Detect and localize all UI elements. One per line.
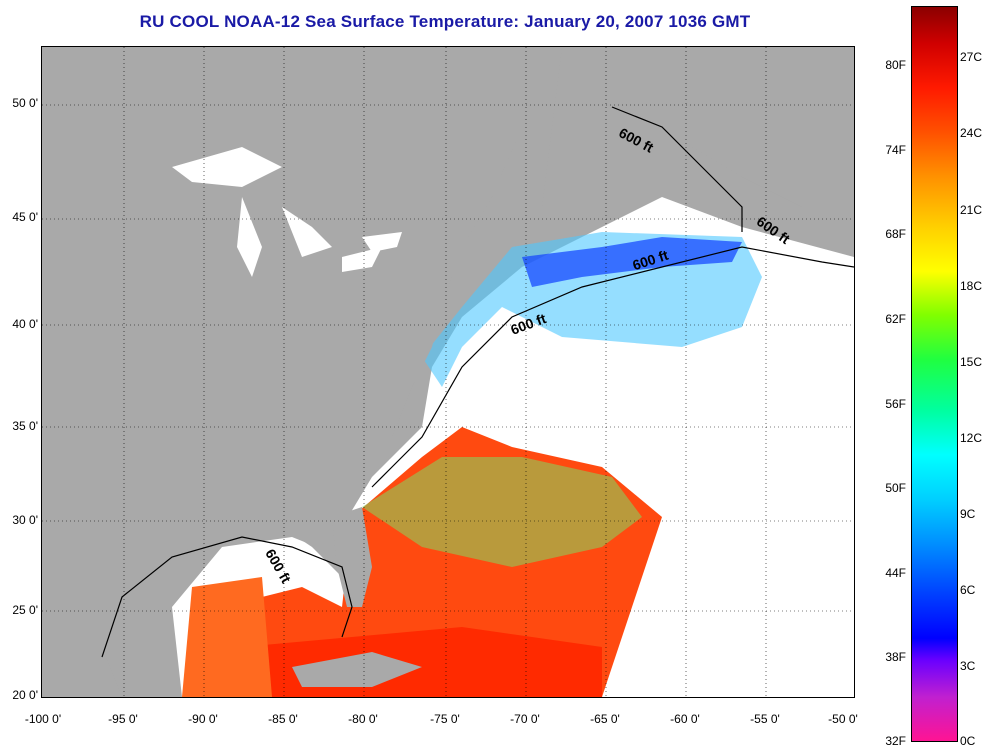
- sst-map-canvas: [42, 47, 854, 697]
- colorbar-celsius-label: 6C: [960, 583, 976, 597]
- colorbar-fahrenheit-label: 74F: [885, 143, 906, 157]
- colorbar-celsius-label: 0C: [960, 734, 976, 748]
- colorbar-celsius-label: 15C: [960, 355, 983, 369]
- colorbar-celsius-label: 27C: [960, 50, 983, 64]
- lon-label: -75 0': [430, 712, 460, 726]
- colorbar-fahrenheit-label: 62F: [885, 312, 906, 326]
- lon-label: -60 0': [670, 712, 700, 726]
- lat-label: 25 0': [12, 603, 38, 617]
- cuba-land: [292, 652, 422, 687]
- colorbar-fahrenheit-label: 80F: [885, 58, 906, 72]
- colorbar-celsius-label: 18C: [960, 279, 983, 293]
- lon-label: -70 0': [510, 712, 540, 726]
- lat-label: 35 0': [12, 419, 38, 433]
- colorbar-celsius-label: 9C: [960, 507, 976, 521]
- great-lakes: [172, 147, 402, 277]
- lat-label: 50 0': [12, 96, 38, 110]
- colorbar-celsius-label: 3C: [960, 659, 976, 673]
- colorbar-fahrenheit-label: 32F: [885, 734, 906, 748]
- lat-label: 30 0': [12, 513, 38, 527]
- colorbar-celsius-label: 21C: [960, 203, 983, 217]
- lat-label: 40 0': [12, 317, 38, 331]
- lat-label: 45 0': [12, 210, 38, 224]
- cold-coastal-band: [522, 237, 742, 287]
- colorbar-fahrenheit-label: 68F: [885, 227, 906, 241]
- canada-maritimes: [542, 47, 854, 227]
- colorbar-celsius-label: 24C: [960, 126, 983, 140]
- colorbar-celsius-label: 12C: [960, 431, 983, 445]
- colorbar-fahrenheit-label: 50F: [885, 481, 906, 495]
- depth-contour: [101, 106, 854, 658]
- lon-label: -90 0': [188, 712, 218, 726]
- mixed-temp-band: [362, 457, 642, 567]
- florida-peninsula: [332, 507, 372, 607]
- lon-label: -80 0': [348, 712, 378, 726]
- colorbar-fahrenheit-label: 44F: [885, 566, 906, 580]
- graticule: [42, 47, 854, 697]
- lon-label: -65 0': [590, 712, 620, 726]
- yucatan-warm: [182, 577, 272, 697]
- colorbar-fahrenheit-label: 38F: [885, 650, 906, 664]
- colorbar-fahrenheit-label: 56F: [885, 397, 906, 411]
- temperature-colorbar: [911, 6, 958, 742]
- lon-label: -50 0': [828, 712, 858, 726]
- us-land: [42, 47, 562, 697]
- sst-map: [41, 46, 855, 698]
- cold-shelf-water: [422, 232, 762, 387]
- lon-label: -55 0': [750, 712, 780, 726]
- lon-label: -85 0': [268, 712, 298, 726]
- lat-label: 20 0': [12, 688, 38, 702]
- lon-label: -100 0': [24, 712, 62, 726]
- map-title: RU COOL NOAA-12 Sea Surface Temperature:…: [139, 12, 751, 31]
- lon-label: -95 0': [108, 712, 138, 726]
